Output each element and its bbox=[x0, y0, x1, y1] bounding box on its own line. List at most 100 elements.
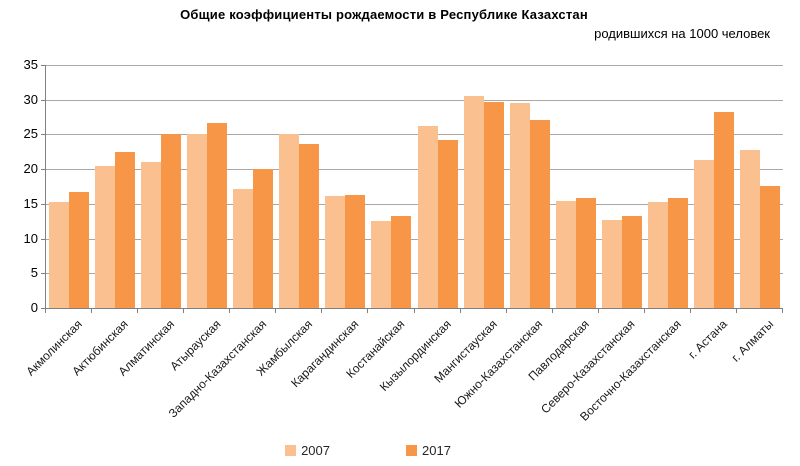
bar-2007-7 bbox=[371, 221, 392, 308]
bar-2007-13 bbox=[647, 202, 668, 308]
bars-layer bbox=[46, 65, 783, 308]
y-axis-label: 25 bbox=[23, 126, 38, 142]
gridline bbox=[46, 238, 783, 240]
category-group bbox=[46, 65, 92, 308]
bar-2017-7 bbox=[391, 215, 412, 308]
x-axis-label: Южно-Казахстанская bbox=[451, 317, 546, 411]
category-group bbox=[368, 65, 414, 308]
category-group bbox=[507, 65, 553, 308]
category-group bbox=[645, 65, 691, 308]
x-axis-tick bbox=[597, 309, 599, 313]
bar-2007-1 bbox=[95, 165, 116, 308]
category-group bbox=[691, 65, 737, 308]
legend-swatch bbox=[285, 445, 297, 456]
gridline bbox=[46, 99, 783, 101]
y-axis-label: 30 bbox=[23, 91, 38, 107]
bar-2017-14 bbox=[713, 111, 734, 308]
x-axis-tick bbox=[643, 309, 645, 313]
y-axis-tick bbox=[41, 203, 45, 205]
gridline bbox=[46, 65, 783, 66]
y-axis-tick bbox=[41, 308, 45, 309]
bar-2007-14 bbox=[693, 160, 714, 308]
x-axis-tick bbox=[689, 309, 691, 313]
legend-item-2007: 2007 bbox=[285, 443, 330, 458]
category-group bbox=[184, 65, 230, 308]
y-axis-label: 10 bbox=[23, 230, 38, 246]
x-axis-tick bbox=[183, 309, 185, 313]
chart-title: Общие коэффициенты рождаемости в Республ… bbox=[180, 7, 588, 22]
gridline bbox=[46, 273, 783, 275]
category-group bbox=[599, 65, 645, 308]
bar-2017-9 bbox=[483, 101, 504, 308]
y-axis-tick bbox=[41, 134, 45, 136]
bar-2007-11 bbox=[555, 201, 576, 308]
y-axis-label: 35 bbox=[23, 57, 38, 72]
category-group bbox=[322, 65, 368, 308]
bar-2007-9 bbox=[463, 96, 484, 308]
y-axis-tick bbox=[41, 65, 45, 66]
y-axis-label: 20 bbox=[23, 161, 38, 177]
gridline bbox=[46, 134, 783, 136]
x-axis-tick bbox=[735, 309, 737, 313]
bar-2007-12 bbox=[601, 219, 622, 308]
x-axis-tick bbox=[413, 309, 415, 313]
legend-label: 2017 bbox=[422, 443, 451, 458]
y-axis-label: 0 bbox=[30, 300, 38, 315]
bar-2007-0 bbox=[49, 201, 70, 308]
chart-subtitle: родившихся на 1000 человек bbox=[594, 26, 770, 41]
legend-item-2017: 2017 bbox=[406, 443, 451, 458]
legend-label: 2007 bbox=[301, 443, 330, 458]
y-axis-tick bbox=[41, 238, 45, 240]
x-axis-tick bbox=[321, 309, 323, 313]
category-group bbox=[415, 65, 461, 308]
gridline bbox=[46, 203, 783, 205]
bar-2017-4 bbox=[253, 169, 274, 308]
bar-2007-6 bbox=[325, 196, 346, 308]
bar-2017-1 bbox=[115, 152, 136, 308]
bar-2007-15 bbox=[739, 149, 760, 308]
category-group bbox=[276, 65, 322, 308]
y-axis-tick bbox=[41, 169, 45, 171]
plot-area bbox=[45, 65, 783, 309]
bar-2017-15 bbox=[759, 185, 780, 308]
bar-2007-3 bbox=[187, 134, 208, 308]
y-axis-tick bbox=[41, 99, 45, 101]
x-axis-tick bbox=[45, 309, 46, 313]
gridline bbox=[46, 169, 783, 171]
x-axis-tick bbox=[551, 309, 553, 313]
y-axis-label: 15 bbox=[23, 195, 38, 211]
x-axis-label: г. Астана bbox=[685, 317, 730, 362]
x-axis-tick bbox=[782, 309, 783, 313]
bar-2017-10 bbox=[529, 119, 550, 308]
y-axis-tick bbox=[41, 273, 45, 275]
bar-2017-5 bbox=[299, 144, 320, 308]
x-axis-tick bbox=[275, 309, 277, 313]
bar-2017-13 bbox=[667, 197, 688, 308]
category-group bbox=[553, 65, 599, 308]
category-group bbox=[230, 65, 276, 308]
legend-swatch bbox=[406, 445, 417, 456]
category-group bbox=[461, 65, 507, 308]
bar-2017-0 bbox=[69, 192, 90, 308]
x-axis-label: г. Алматы bbox=[728, 317, 776, 365]
x-axis-tick bbox=[459, 309, 461, 313]
x-axis-tick bbox=[229, 309, 231, 313]
category-group bbox=[92, 65, 138, 308]
bar-2007-10 bbox=[509, 102, 530, 308]
bar-2017-8 bbox=[437, 139, 458, 308]
category-group bbox=[138, 65, 184, 308]
bar-2017-2 bbox=[161, 134, 182, 308]
bar-2017-12 bbox=[621, 216, 642, 308]
bar-2017-6 bbox=[345, 194, 366, 308]
x-axis-tick bbox=[505, 309, 507, 313]
bar-2007-4 bbox=[233, 188, 254, 308]
legend: 2007 2017 bbox=[0, 443, 736, 458]
x-axis-tick bbox=[91, 309, 93, 313]
x-axis-tick bbox=[137, 309, 139, 313]
y-axis-label: 5 bbox=[30, 265, 38, 281]
bar-2007-5 bbox=[279, 134, 300, 308]
category-group bbox=[737, 65, 783, 308]
bar-2007-8 bbox=[417, 126, 438, 308]
x-axis-tick bbox=[367, 309, 369, 313]
